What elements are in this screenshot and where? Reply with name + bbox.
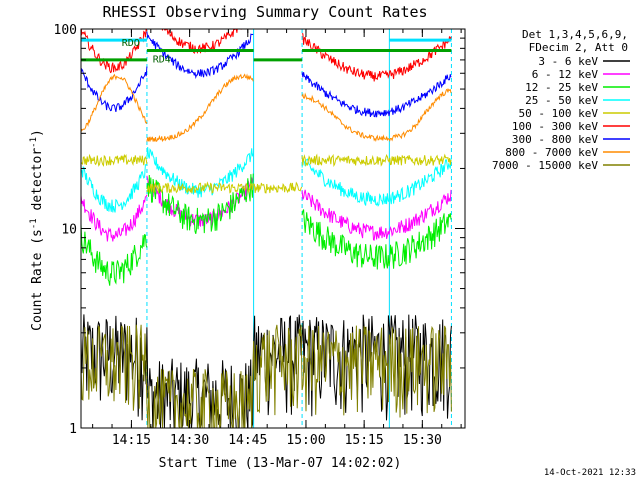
series-line	[301, 33, 452, 82]
series-line	[81, 66, 148, 113]
legend-header-line-2: FDecim 2, Att 0	[529, 41, 628, 54]
x-axis-label: Start Time (13-Mar-07 14:02:02)	[159, 456, 402, 471]
series-layer	[81, 29, 452, 428]
legend-entry-label: 300 - 800 keV	[512, 133, 598, 146]
series-line	[81, 324, 452, 428]
y-tick-label: 100	[54, 23, 77, 38]
series-line	[301, 209, 452, 270]
legend-entry-label: 3 - 6 keV	[538, 55, 598, 68]
series-line	[81, 73, 148, 133]
series-line	[81, 153, 148, 167]
y-tick-label: 1	[69, 422, 77, 437]
flag-bars	[81, 38, 452, 62]
chart-title: RHESSI Observing Summary Count Rates	[102, 3, 427, 21]
legend-entry-label: 800 - 7000 keV	[505, 146, 598, 159]
series-line	[301, 158, 452, 207]
x-tick-label: 15:30	[403, 433, 442, 448]
x-tick-label: 15:00	[286, 433, 325, 448]
y-axis-label: Count Rate (s-1 detector-1)	[29, 129, 45, 331]
series-line	[81, 163, 148, 213]
legend-entry-label: 50 - 100 keV	[519, 107, 599, 120]
series-line	[146, 146, 254, 198]
annotation-label: RDO	[122, 38, 140, 49]
x-axis: 14:15 14:30 14:45 15:00 15:15 15:30	[92, 29, 462, 448]
series-line	[81, 223, 148, 286]
legend-entry-label: 25 - 50 keV	[525, 94, 598, 107]
x-tick-label: 14:30	[170, 433, 209, 448]
series-line	[301, 88, 452, 143]
series-line	[301, 189, 452, 241]
series-line	[146, 181, 254, 194]
legend-entry-label: 100 - 300 keV	[512, 120, 598, 133]
series-line	[301, 72, 452, 118]
annotations: RDO RD4	[122, 38, 171, 65]
series-line	[301, 153, 452, 168]
series-line	[81, 194, 148, 242]
legend-entry-label: 7000 - 15000 keV	[492, 159, 598, 172]
legend-entry-label: 12 - 25 keV	[525, 81, 598, 94]
legend-entry-label: 6 - 12 keV	[532, 68, 599, 81]
series-line	[81, 29, 148, 74]
x-tick-label: 15:15	[345, 433, 384, 448]
series-line	[146, 73, 254, 143]
series-line	[253, 181, 303, 194]
y-tick-label: 10	[61, 223, 77, 238]
timestamp: 14-Oct-2021 12:33	[544, 468, 636, 478]
x-tick-label: 14:15	[112, 433, 151, 448]
y-axis: 1 10 100	[54, 23, 465, 437]
series-line	[146, 173, 254, 234]
legend: Det 1,3,4,5,6,9, FDecim 2, Att 0 3 - 6 k…	[492, 28, 630, 172]
x-tick-label: 14:45	[228, 433, 267, 448]
annotation-label: RD4	[153, 54, 171, 65]
legend-header-line-1: Det 1,3,4,5,6,9,	[522, 28, 628, 41]
